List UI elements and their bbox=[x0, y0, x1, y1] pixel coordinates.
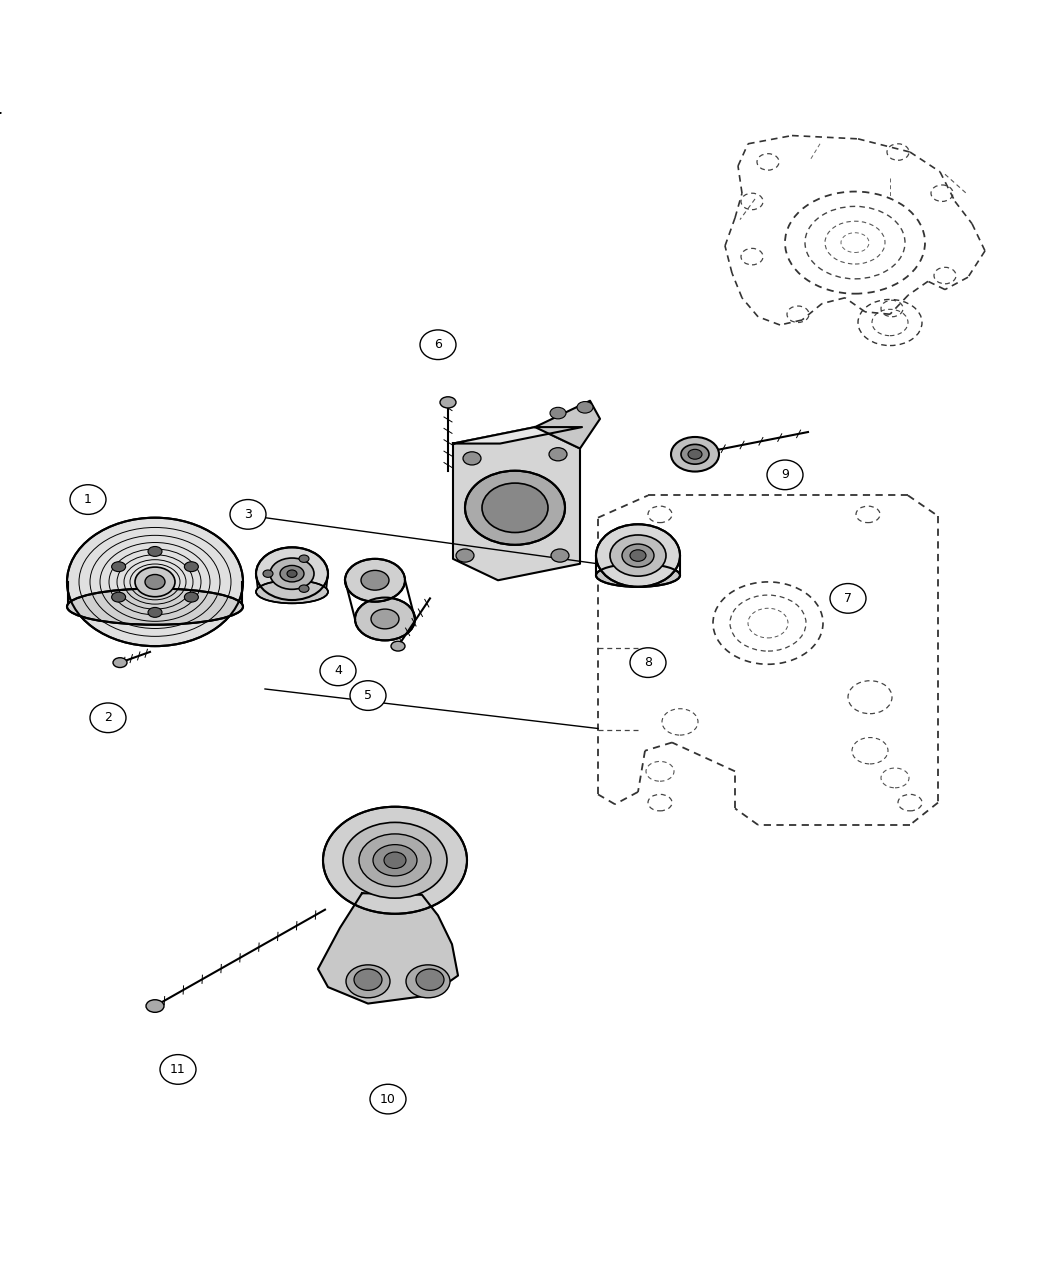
Ellipse shape bbox=[361, 570, 388, 590]
Ellipse shape bbox=[146, 1000, 164, 1012]
Ellipse shape bbox=[262, 570, 273, 578]
Ellipse shape bbox=[370, 1084, 406, 1114]
Text: 1: 1 bbox=[84, 493, 92, 506]
Text: 2: 2 bbox=[104, 711, 112, 724]
Ellipse shape bbox=[354, 969, 382, 991]
Ellipse shape bbox=[230, 500, 266, 529]
Ellipse shape bbox=[355, 598, 415, 640]
Ellipse shape bbox=[185, 592, 198, 602]
Ellipse shape bbox=[456, 550, 474, 562]
Ellipse shape bbox=[67, 518, 243, 646]
Ellipse shape bbox=[148, 607, 162, 617]
Ellipse shape bbox=[323, 807, 467, 914]
Ellipse shape bbox=[630, 550, 646, 561]
Ellipse shape bbox=[596, 524, 680, 586]
Ellipse shape bbox=[549, 448, 567, 460]
Text: 3: 3 bbox=[244, 507, 252, 521]
Ellipse shape bbox=[578, 402, 593, 413]
Ellipse shape bbox=[346, 965, 390, 998]
Ellipse shape bbox=[145, 575, 165, 589]
Ellipse shape bbox=[111, 562, 126, 571]
Ellipse shape bbox=[391, 641, 405, 652]
Ellipse shape bbox=[373, 844, 417, 876]
Ellipse shape bbox=[67, 589, 243, 625]
Ellipse shape bbox=[482, 483, 548, 533]
Ellipse shape bbox=[256, 580, 328, 603]
Text: 8: 8 bbox=[644, 657, 652, 669]
Ellipse shape bbox=[299, 585, 309, 593]
Ellipse shape bbox=[550, 407, 566, 419]
Ellipse shape bbox=[280, 565, 304, 581]
Ellipse shape bbox=[371, 609, 399, 629]
Polygon shape bbox=[453, 427, 582, 444]
Ellipse shape bbox=[111, 592, 126, 602]
Ellipse shape bbox=[622, 544, 654, 567]
Ellipse shape bbox=[630, 648, 666, 677]
Text: 9: 9 bbox=[781, 468, 789, 482]
Ellipse shape bbox=[160, 1054, 196, 1084]
Ellipse shape bbox=[465, 470, 565, 544]
Ellipse shape bbox=[384, 852, 406, 868]
Ellipse shape bbox=[406, 965, 450, 998]
Ellipse shape bbox=[287, 570, 297, 578]
Ellipse shape bbox=[830, 584, 866, 613]
Ellipse shape bbox=[345, 558, 405, 602]
Polygon shape bbox=[318, 894, 458, 1003]
Ellipse shape bbox=[610, 536, 666, 576]
Ellipse shape bbox=[688, 449, 702, 459]
Ellipse shape bbox=[440, 397, 456, 408]
Text: 6: 6 bbox=[434, 338, 442, 351]
Text: 7: 7 bbox=[844, 592, 852, 604]
Ellipse shape bbox=[320, 657, 356, 686]
Ellipse shape bbox=[70, 484, 106, 514]
Ellipse shape bbox=[463, 451, 481, 465]
Ellipse shape bbox=[420, 330, 456, 360]
Ellipse shape bbox=[270, 558, 314, 589]
Ellipse shape bbox=[350, 681, 386, 710]
Ellipse shape bbox=[148, 547, 162, 556]
Text: 4: 4 bbox=[334, 664, 342, 677]
Text: 10: 10 bbox=[380, 1093, 396, 1105]
Ellipse shape bbox=[596, 564, 680, 586]
Ellipse shape bbox=[766, 460, 803, 490]
Ellipse shape bbox=[113, 658, 127, 668]
Ellipse shape bbox=[90, 703, 126, 733]
Ellipse shape bbox=[343, 822, 447, 898]
Text: 11: 11 bbox=[170, 1063, 186, 1076]
Ellipse shape bbox=[359, 834, 430, 886]
Ellipse shape bbox=[671, 437, 719, 472]
Ellipse shape bbox=[416, 969, 444, 991]
Ellipse shape bbox=[299, 555, 309, 562]
Polygon shape bbox=[453, 427, 580, 580]
Ellipse shape bbox=[681, 445, 709, 464]
Ellipse shape bbox=[185, 562, 198, 571]
Ellipse shape bbox=[551, 550, 569, 562]
Ellipse shape bbox=[135, 567, 175, 597]
Polygon shape bbox=[536, 400, 600, 449]
Ellipse shape bbox=[256, 547, 328, 601]
Text: 5: 5 bbox=[364, 688, 372, 703]
